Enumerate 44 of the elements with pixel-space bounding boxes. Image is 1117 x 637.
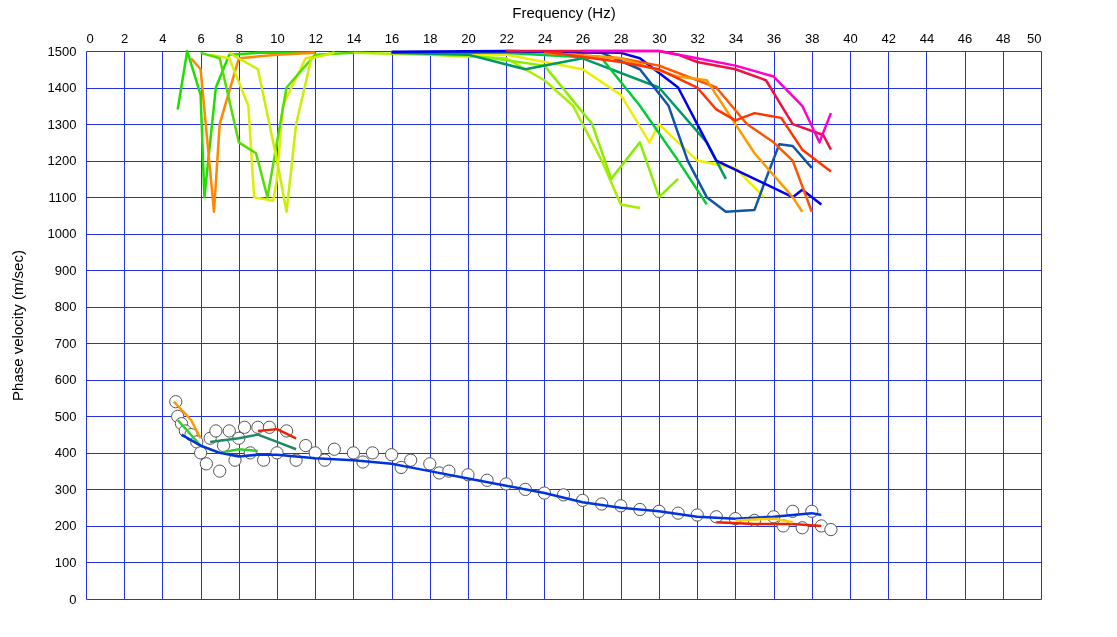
x-tick-label: 8 (235, 30, 243, 46)
x-tick-label: 18 (423, 30, 438, 46)
x-tick-label: 12 (308, 30, 323, 46)
x-tick-label: 16 (384, 30, 400, 46)
x-tick-label: 48 (996, 30, 1011, 46)
y-tick-label: 1100 (48, 189, 77, 205)
x-tick-label: 20 (461, 30, 476, 46)
y-tick-label: 1000 (47, 226, 77, 242)
x-tick-label: 24 (537, 30, 553, 46)
y-axis-title: Phase velocity (m/sec) (8, 250, 26, 401)
y-tick-label: 400 (54, 445, 77, 461)
y-tick-label: 600 (54, 372, 77, 388)
y-tick-label: 1300 (47, 116, 77, 132)
x-tick-label: 22 (499, 30, 514, 46)
x-tick-label: 36 (766, 30, 782, 46)
x-tick-label: 32 (690, 30, 705, 46)
x-tick-label: 42 (881, 30, 896, 46)
y-tick-label: 800 (54, 299, 77, 315)
x-tick-label: 0 (86, 30, 94, 46)
y-tick-label: 200 (54, 518, 77, 534)
x-tick-label: 30 (652, 30, 667, 46)
y-tick-label: 900 (54, 262, 77, 278)
x-axis-title: Frequency (Hz) (512, 3, 616, 21)
y-tick-label: 700 (54, 335, 77, 351)
x-tick-label: 50 (1027, 30, 1042, 46)
x-tick-label: 38 (805, 30, 820, 46)
y-tick-label: 1500 (47, 43, 77, 59)
x-tick-label: 26 (575, 30, 591, 46)
y-tick-label: 300 (54, 481, 77, 497)
x-tick-label: 46 (957, 30, 973, 46)
y-tick-label: 100 (54, 554, 77, 570)
x-tick-label: 40 (843, 30, 858, 46)
x-tick-label: 4 (159, 30, 167, 46)
x-tick-label: 14 (346, 30, 362, 46)
x-tick-label: 2 (121, 30, 129, 46)
x-tick-label: 28 (614, 30, 629, 46)
x-tick-label: 34 (728, 30, 744, 46)
y-tick-label: 1200 (47, 153, 77, 169)
y-tick-label: 1400 (47, 80, 77, 96)
x-tick-label: 6 (197, 30, 205, 46)
y-tick-label: 0 (69, 591, 77, 607)
x-tick-label: 44 (919, 30, 935, 46)
x-tick-label: 10 (270, 30, 285, 46)
y-tick-label: 500 (54, 408, 77, 424)
